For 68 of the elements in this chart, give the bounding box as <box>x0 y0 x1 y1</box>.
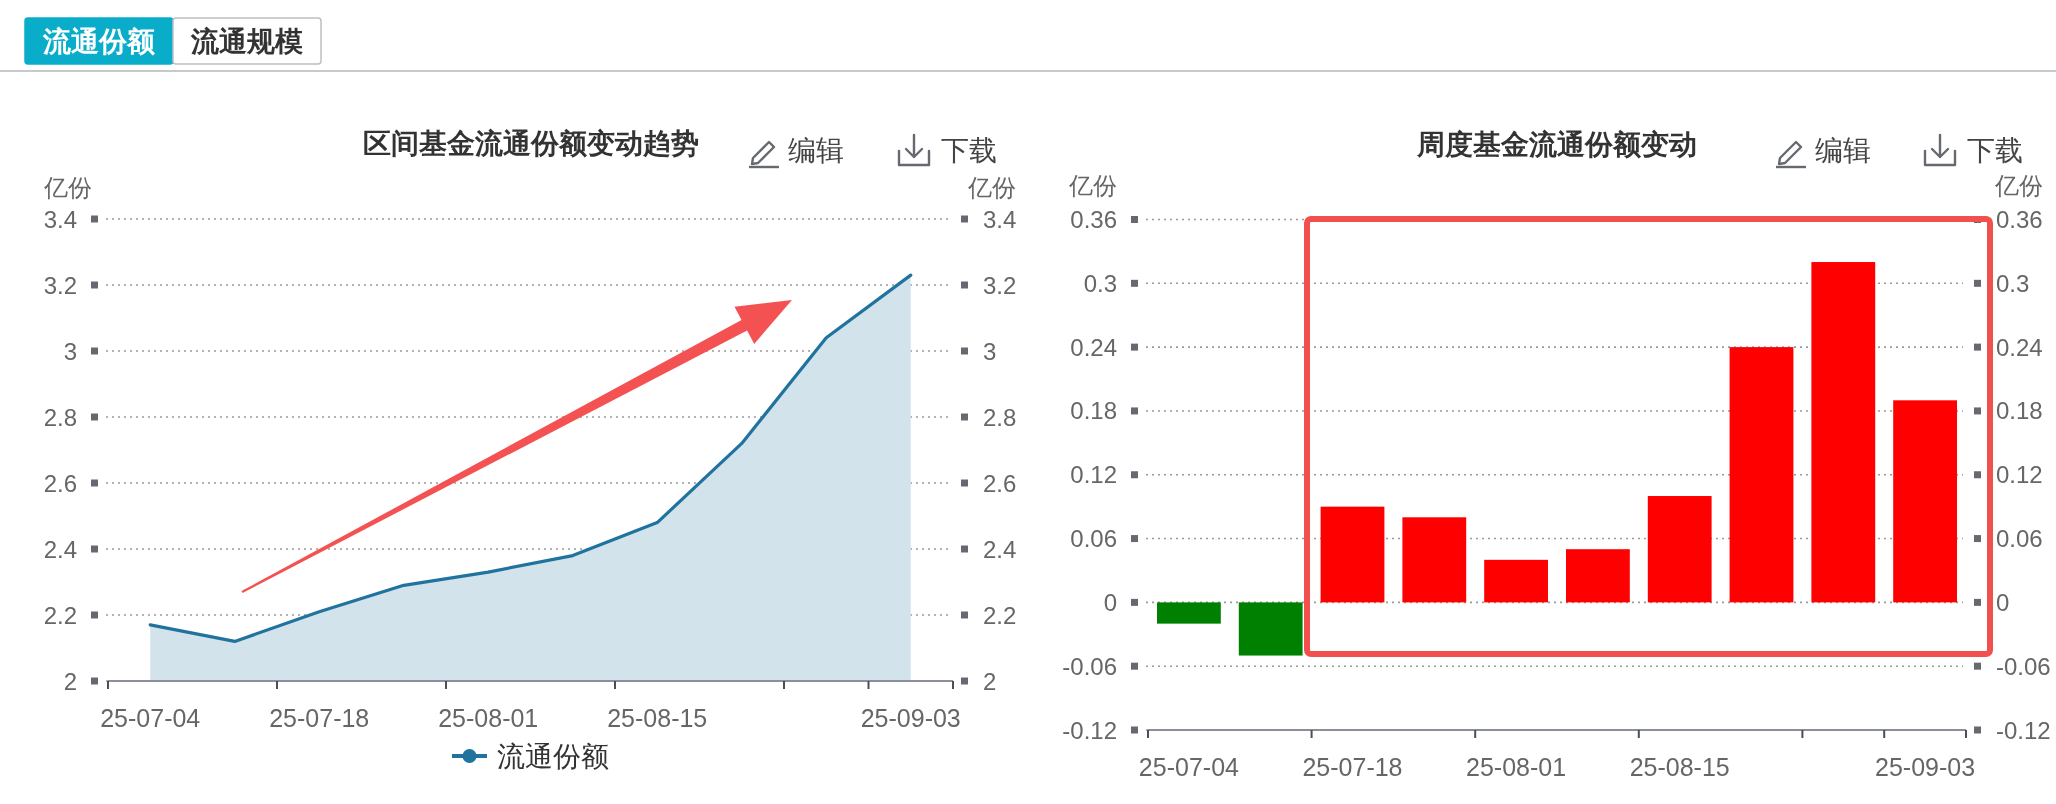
x-tick-label: 25-08-15 <box>1629 753 1730 781</box>
y-tick-label: 0.36 <box>1070 206 1117 233</box>
y-tick-label: 0.18 <box>1070 397 1117 425</box>
y-axis-title: 亿份 <box>1068 171 1117 199</box>
y2-tick-label: 0.24 <box>1996 333 2043 361</box>
x-tick-label: 25-07-18 <box>269 704 370 732</box>
x-tick-label: 25-09-03 <box>1875 753 1976 781</box>
button-label: 编辑 <box>788 134 844 166</box>
bar <box>1402 517 1467 603</box>
tab-label: 流通规模 <box>191 25 303 57</box>
button-label: 下载 <box>1967 134 2023 166</box>
y2-tick-label: 2 <box>983 667 997 695</box>
y2-tick-label: 2.4 <box>983 535 1017 563</box>
chart-title: 周度基金流通份额变动 <box>1416 128 1697 160</box>
y-tick-label: -0.06 <box>1062 652 1117 680</box>
y-tick-label: 2.4 <box>43 535 77 563</box>
y2-tick-label: 2.2 <box>983 601 1017 629</box>
bar <box>1566 549 1630 603</box>
button-label: 下载 <box>941 134 997 166</box>
y-tick-label: 0.12 <box>1070 461 1117 489</box>
x-tick-label: 25-07-18 <box>1302 753 1403 781</box>
y-tick-label: 2.6 <box>43 469 77 497</box>
x-tick-label: 25-08-01 <box>1466 753 1567 781</box>
bar <box>1647 496 1712 603</box>
y-tick-label: 2 <box>63 667 77 695</box>
y2-tick-label: 2.8 <box>983 403 1017 431</box>
y2-tick-label: 3 <box>983 337 997 365</box>
bar <box>1811 262 1876 603</box>
x-tick-label: 25-07-04 <box>1138 753 1240 781</box>
x-tick-label: 25-08-15 <box>607 704 708 732</box>
y2-tick-label: 0.06 <box>1996 525 2043 553</box>
bar <box>1484 559 1548 603</box>
y2-axis-title: 亿份 <box>967 173 1016 201</box>
y-tick-label: 3.2 <box>43 271 77 299</box>
y-tick-label: 3 <box>63 337 77 365</box>
y2-tick-label: 0.18 <box>1996 397 2043 425</box>
x-tick-label: 25-07-04 <box>100 704 201 732</box>
x-tick-label: 25-08-01 <box>438 704 539 732</box>
y2-tick-label: -0.12 <box>1996 716 2051 744</box>
y-tick-label: 2.2 <box>43 601 77 629</box>
y2-tick-label: 3.2 <box>983 271 1017 299</box>
bar <box>1729 347 1794 603</box>
y2-tick-label: 0 <box>1996 588 2010 616</box>
y-tick-label: 0.24 <box>1070 333 1117 361</box>
y-tick-label: 0 <box>1103 588 1117 616</box>
y-tick-label: 2.8 <box>43 403 77 431</box>
y-axis-title: 亿份 <box>43 173 92 201</box>
y-tick-label: 0.3 <box>1083 269 1117 297</box>
bar <box>1320 506 1385 603</box>
tab-label: 流通份额 <box>43 25 155 57</box>
button-label: 编辑 <box>1815 134 1871 166</box>
y2-tick-label: 3.4 <box>983 205 1017 233</box>
y2-tick-label: 0.3 <box>1996 269 2030 297</box>
y2-tick-label: 2.6 <box>983 469 1017 497</box>
y-tick-label: 0.06 <box>1070 525 1117 553</box>
y2-tick-label: -0.06 <box>1996 652 2051 680</box>
y-tick-label: -0.12 <box>1062 716 1117 744</box>
bar <box>1893 400 1957 603</box>
y2-tick-label: 0.12 <box>1996 461 2043 489</box>
y2-tick-label: 0.36 <box>1996 206 2043 233</box>
x-tick-label: 25-09-03 <box>860 704 961 732</box>
bar <box>1238 602 1303 656</box>
chart-title: 区间基金流通份额变动趋势 <box>362 127 699 159</box>
y2-axis-title: 亿份 <box>1994 171 2043 199</box>
legend: 流通份额 <box>452 740 609 772</box>
bar <box>1157 602 1221 624</box>
legend-label: 流通份额 <box>497 740 609 772</box>
y-tick-label: 3.4 <box>43 205 77 233</box>
